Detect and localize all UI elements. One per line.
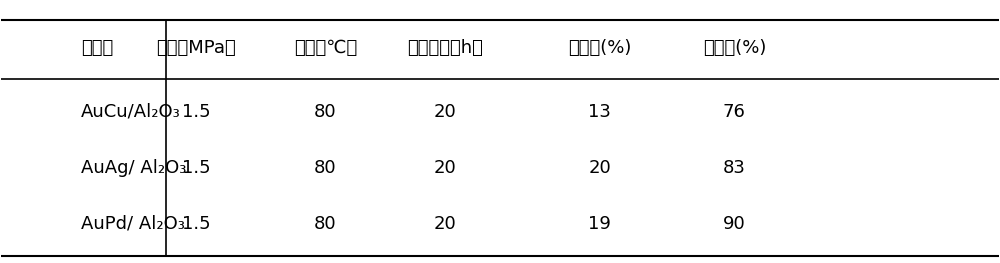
Text: 温度（℃）: 温度（℃） [294, 39, 357, 57]
Text: 1.5: 1.5 [182, 159, 210, 177]
Text: 80: 80 [314, 159, 337, 177]
Text: 20: 20 [434, 215, 457, 233]
Text: 压力（MPa）: 压力（MPa） [156, 39, 236, 57]
Text: 转化率(%): 转化率(%) [568, 39, 631, 57]
Text: 80: 80 [314, 103, 337, 121]
Text: 1.5: 1.5 [182, 103, 210, 121]
Text: 选择性(%): 选择性(%) [703, 39, 766, 57]
Text: 20: 20 [588, 159, 611, 177]
Text: 催化剂: 催化剂 [81, 39, 113, 57]
Text: AuPd/ Al₂O₃: AuPd/ Al₂O₃ [81, 215, 185, 233]
Text: 80: 80 [314, 215, 337, 233]
Text: 1.5: 1.5 [182, 215, 210, 233]
Text: AuAg/ Al₂O₃: AuAg/ Al₂O₃ [81, 159, 187, 177]
Text: 20: 20 [434, 103, 457, 121]
Text: 83: 83 [723, 159, 746, 177]
Text: 20: 20 [434, 159, 457, 177]
Text: 19: 19 [588, 215, 611, 233]
Text: 90: 90 [723, 215, 746, 233]
Text: 反应时间（h）: 反应时间（h） [407, 39, 483, 57]
Text: 76: 76 [723, 103, 746, 121]
Text: AuCu/Al₂O₃: AuCu/Al₂O₃ [81, 103, 181, 121]
Text: 13: 13 [588, 103, 611, 121]
